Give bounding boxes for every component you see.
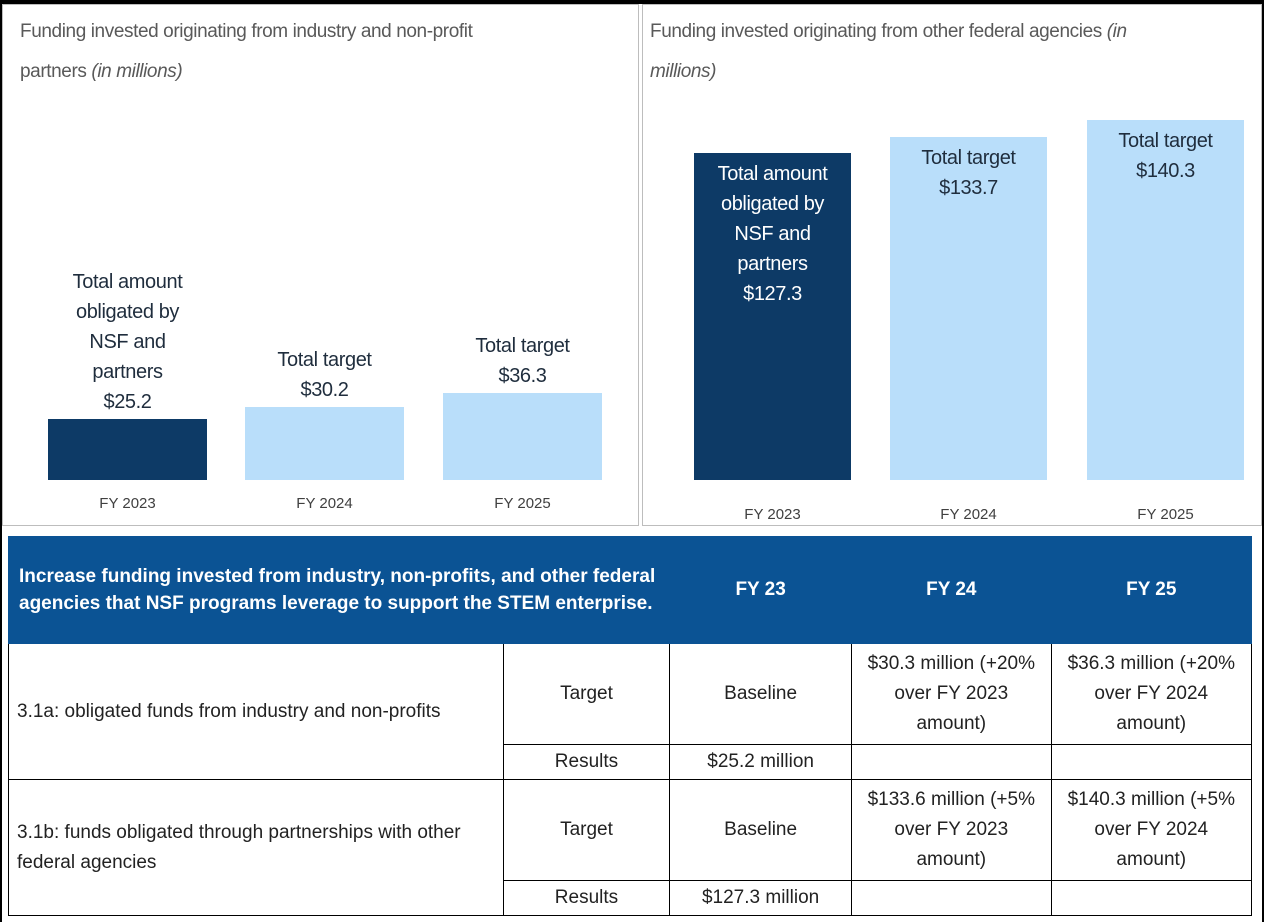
chart-panel — [2, 4, 639, 526]
bar-label: Total target $140.3 — [1099, 126, 1232, 186]
results-cell: $127.3 million — [669, 880, 853, 916]
x-tick-label: FY 2024 — [296, 495, 353, 512]
bar-note: Total target — [921, 146, 1016, 169]
bar-label: Total amount obligated by NSF and partne… — [60, 267, 195, 417]
bar-note: Total target — [277, 349, 372, 372]
value-label: $140.3 — [1136, 159, 1195, 182]
header-row: Increase funding invested from industry,… — [7, 536, 1253, 644]
bar-note: Total amount obligated by NSF and partne… — [72, 271, 183, 384]
target-row: 3.1a: obligated funds from industry and … — [8, 643, 1253, 780]
target-cell: Baseline — [669, 643, 853, 745]
bar — [890, 136, 1047, 480]
chart-title-text: Funding invested originating from other … — [650, 21, 1102, 42]
empty-cell — [1050, 880, 1253, 916]
target-cell: $140.3 million (+5% over FY 2024 amount) — [1050, 779, 1253, 881]
bar-note: Total target — [475, 334, 570, 357]
chart-title: Funding invested originating from other … — [650, 12, 1150, 92]
empty-cell — [1050, 744, 1253, 780]
page-border — [0, 0, 1264, 4]
results-table: Increase funding invested from industry,… — [7, 536, 1253, 916]
target-cell: Baseline — [669, 779, 853, 881]
x-tick-label: FY 2023 — [99, 495, 156, 512]
bar-label: Total target $133.7 — [902, 143, 1035, 203]
chart-title: Funding invested originating from indust… — [20, 12, 540, 92]
header-cell: FY 25 — [1050, 536, 1253, 644]
chart-title-note: (in millions) — [650, 21, 1127, 82]
empty-cell — [851, 880, 1052, 916]
bar-label: Total amount obligated by NSF and partne… — [706, 159, 839, 309]
results-cell: $25.2 million — [669, 744, 853, 780]
bar — [694, 152, 851, 480]
target-cell: Target — [502, 643, 671, 745]
chart-panel — [642, 4, 1262, 526]
target-cell: $133.6 million (+5% over FY 2023 amount) — [851, 779, 1052, 881]
target-cell: $36.3 million (+20% over FY 2024 amount) — [1050, 643, 1253, 745]
value-label: $127.3 — [743, 282, 802, 305]
bar-note: Total target — [1118, 129, 1213, 152]
chart-title-note: (in millions) — [91, 61, 183, 82]
header-cell: FY 23 — [669, 536, 853, 644]
header-cell: Increase funding invested from industry,… — [7, 536, 671, 644]
bar-label: Total target $30.2 — [257, 345, 392, 405]
value-label: $25.2 — [103, 391, 152, 414]
target-row: 3.1b: funds obligated through partnershi… — [8, 779, 1253, 916]
results-cell: Results — [502, 744, 671, 780]
value-label: $36.3 — [498, 364, 547, 387]
empty-cell — [851, 744, 1052, 780]
x-tick-label: FY 2023 — [744, 506, 801, 523]
target-cell: Target — [502, 779, 671, 881]
bar — [245, 407, 404, 480]
header-cell: FY 24 — [851, 536, 1052, 644]
bar-label: Total target $36.3 — [455, 331, 590, 391]
chart-title-text: Funding invested originating from indust… — [20, 21, 473, 82]
target-cell: $30.3 million (+20% over FY 2023 amount) — [851, 643, 1052, 745]
x-tick-label: FY 2025 — [494, 495, 551, 512]
bar-note: Total amount obligated by NSF and partne… — [717, 162, 828, 275]
measure-cell: 3.1b: funds obligated through partnershi… — [8, 779, 504, 916]
measure-cell: 3.1a: obligated funds from industry and … — [8, 643, 504, 780]
results-row: Results $127.3 million — [9, 880, 1253, 916]
x-tick-label: FY 2025 — [1137, 506, 1194, 523]
bar — [48, 419, 207, 480]
results-cell: Results — [502, 880, 671, 916]
bar — [1087, 119, 1244, 480]
page-border — [1262, 0, 1264, 922]
x-tick-label: FY 2024 — [940, 506, 997, 523]
value-label: $30.2 — [300, 379, 349, 402]
bar — [443, 392, 602, 480]
value-label: $133.7 — [939, 176, 998, 199]
page-border — [0, 0, 2, 922]
